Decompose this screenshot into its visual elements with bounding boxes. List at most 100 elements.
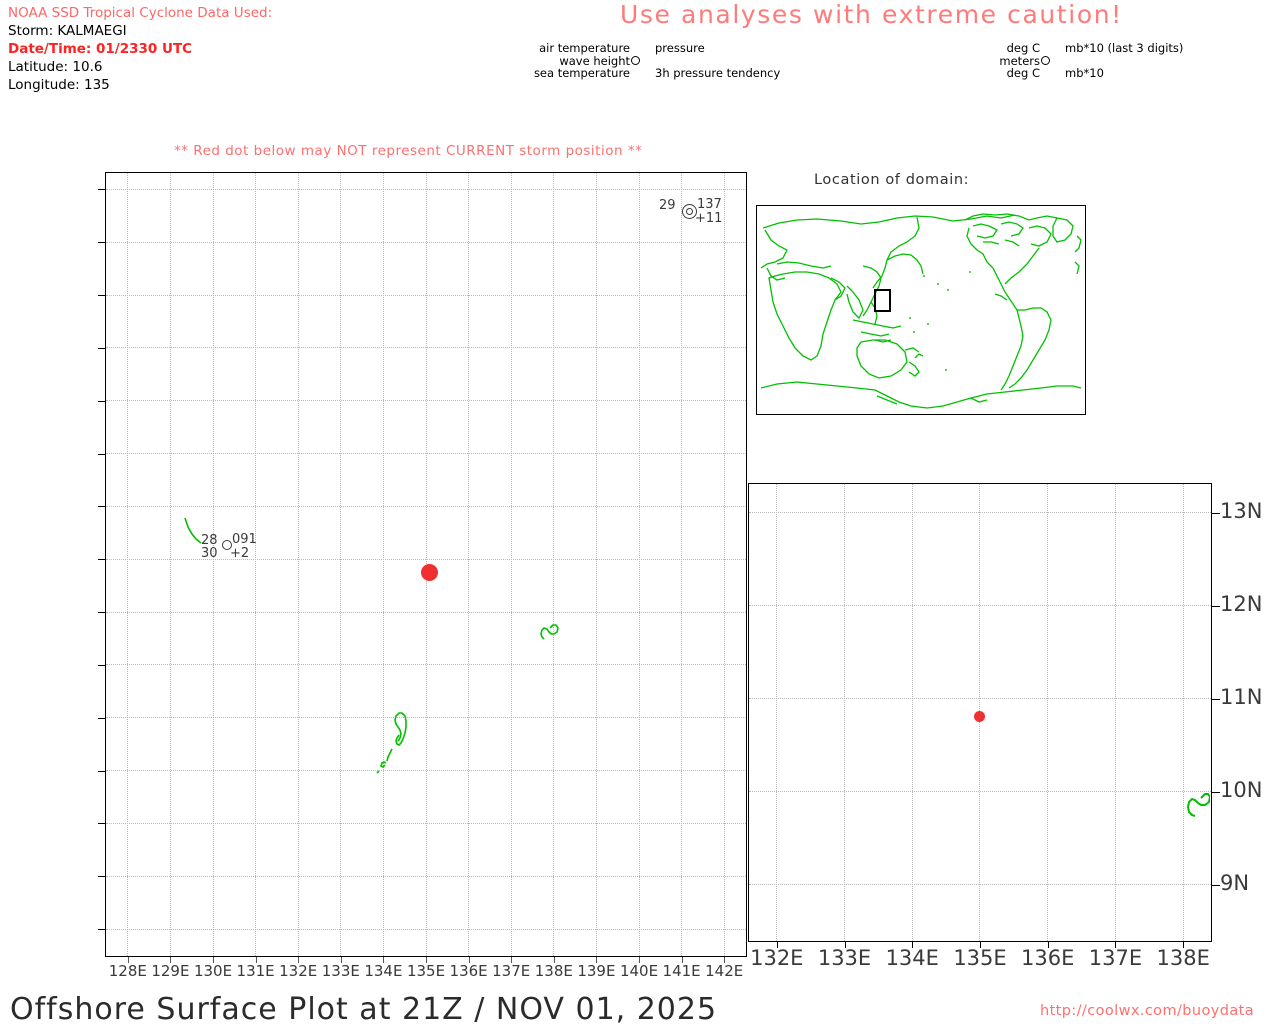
main-xaxis-label: 134E [364,962,403,980]
zoom-gridline-vertical [1047,484,1049,941]
main-yaxis-tick [98,400,105,402]
zoom-gridline-horizontal [749,697,1211,699]
main-xaxis-tick [681,957,683,963]
legend-label-pressure: pressure [655,41,705,55]
zoom-yaxis-tick [1212,512,1220,514]
station-north-pressure-tendency: +11 [695,211,723,226]
zoom-xaxis-tick [1183,941,1185,948]
main-yaxis-tick [98,717,105,719]
station-west-wave-height-circle-icon [222,540,232,550]
main-xaxis-label: 142E [705,962,744,980]
main-xaxis-tick [426,957,427,963]
main-gridline-vertical [468,173,470,956]
main-xaxis-label: 130E [193,962,233,980]
footer-url[interactable]: http://coolwx.com/buoydata [1040,1003,1254,1019]
main-gridline-horizontal [106,505,746,507]
zoom-xaxis-tick [1047,941,1049,948]
station-plot-west[interactable]: 28 091 +2 30 [201,532,281,565]
main-gridline-horizontal [106,188,746,190]
world-map-inset-panel[interactable] [756,205,1086,415]
storm-name-label: Storm: KALMAEGI [8,23,127,39]
station-north-wave-height-inner-circle-icon [686,208,693,215]
datetime-label: Date/Time: 01/2330 UTC [8,41,193,57]
main-gridline-vertical [212,173,214,956]
zoom-yaxis-tick [1212,605,1220,607]
station-north-wave-height-outer-circle-icon [682,204,697,219]
main-xaxis-tick [596,957,598,963]
zoom-yaxis-tick [1212,884,1220,886]
main-xaxis-tick [639,957,640,963]
main-yaxis-tick [98,770,105,772]
main-gridline-horizontal [106,928,746,930]
main-gridline-horizontal [106,770,746,772]
main-gridline-vertical [382,173,384,956]
zoom-xaxis-label: 135E [953,946,1007,970]
zoom-map-panel[interactable] [748,483,1212,942]
main-gridline-horizontal [106,875,746,877]
main-yaxis-tick [98,189,105,191]
zoom-xaxis-label: 137E [1088,946,1143,970]
legend-row-sea-temperature: sea temperature 3h pressure tendency [524,67,865,80]
main-xaxis-tick [127,957,129,963]
main-xaxis-label: 141E [662,962,701,980]
main-gridline-vertical [681,173,683,956]
main-gridline-vertical [723,173,725,956]
zoom-xaxis-label: 133E [817,946,872,970]
station-north-air-temperature: 29 [659,198,676,213]
red-dot-warning: ** Red dot below may NOT represent CURRE… [174,143,643,159]
legend-row-units-meters: meters [992,53,1235,68]
main-map-panel[interactable]: 29 137 +11 28 091 +2 30 [105,172,747,957]
storm-position-dot[interactable] [421,564,438,581]
main-xaxis-tick [468,957,470,963]
world-map-coastlines [760,213,1082,409]
zoom-yaxis-label: 9N [1220,870,1250,895]
station-plot-north[interactable]: 29 137 +11 [659,197,739,230]
legend-row-wave-height: wave height [524,54,865,68]
main-xaxis-label: 138E [534,962,573,980]
caution-banner: Use analyses with extreme caution! [620,0,1123,29]
domain-inset-title: Location of domain: [814,172,970,188]
noaa-source-line: NOAA SSD Tropical Cyclone Data Used: [8,5,273,21]
zoom-gridline-vertical [911,484,913,941]
station-west-sea-temperature: 30 [201,546,218,561]
main-xaxis-tick [553,957,555,963]
legend-unit-deg-c-air: deg C [1006,41,1040,55]
legend-label-pressure-tendency: 3h pressure tendency [655,66,781,81]
main-gridline-vertical [510,173,512,956]
main-xaxis-label: 132E [279,962,318,980]
main-gridline-horizontal [106,611,746,613]
main-gridline-vertical [553,173,555,956]
station-north-pressure: 137 [697,197,722,212]
zoom-map-coastlines [1186,793,1210,817]
station-circle-icon [631,56,640,66]
legend-row-units-degc-bottom: deg C mb*10 [992,67,1235,80]
main-gridline-horizontal [106,558,746,560]
main-xaxis-label: 140E [619,962,659,980]
legend-unit-mb10: mb*10 [1065,66,1104,81]
legend-right: deg C mb*10 (last 3 digits) meters deg C… [992,42,1235,80]
main-xaxis-tick [511,957,513,963]
main-yaxis-tick [98,876,105,878]
main-yaxis-tick [98,242,105,244]
zoom-gridline-vertical [1114,484,1116,941]
zoom-storm-position-dot[interactable] [974,711,985,722]
zoom-xaxis-label: 134E [885,946,939,970]
zoom-gridline-vertical [843,484,845,941]
main-yaxis-tick [98,453,105,455]
zoom-xaxis-tick [980,941,981,948]
main-gridline-horizontal [106,664,746,666]
main-gridline-horizontal [106,453,746,455]
zoom-gridline-horizontal [749,511,1211,513]
station-west-pressure: 091 [232,532,257,547]
header-info-block: NOAA SSD Tropical Cyclone Data Used: Sto… [8,4,272,94]
main-xaxis-tick [255,957,257,963]
main-gridline-horizontal [106,241,746,243]
main-gridline-vertical [638,173,640,956]
legend-unit-mb10-last3: mb*10 (last 3 digits) [1065,41,1184,55]
zoom-gridline-horizontal [749,883,1211,885]
legend-row-air-temperature: air temperature pressure [524,42,865,55]
main-xaxis-label: 136E [449,962,488,980]
longitude-label: Longitude: 135 [8,77,110,93]
main-gridline-vertical [595,173,597,956]
legend-unit-meters: meters [999,53,1040,68]
